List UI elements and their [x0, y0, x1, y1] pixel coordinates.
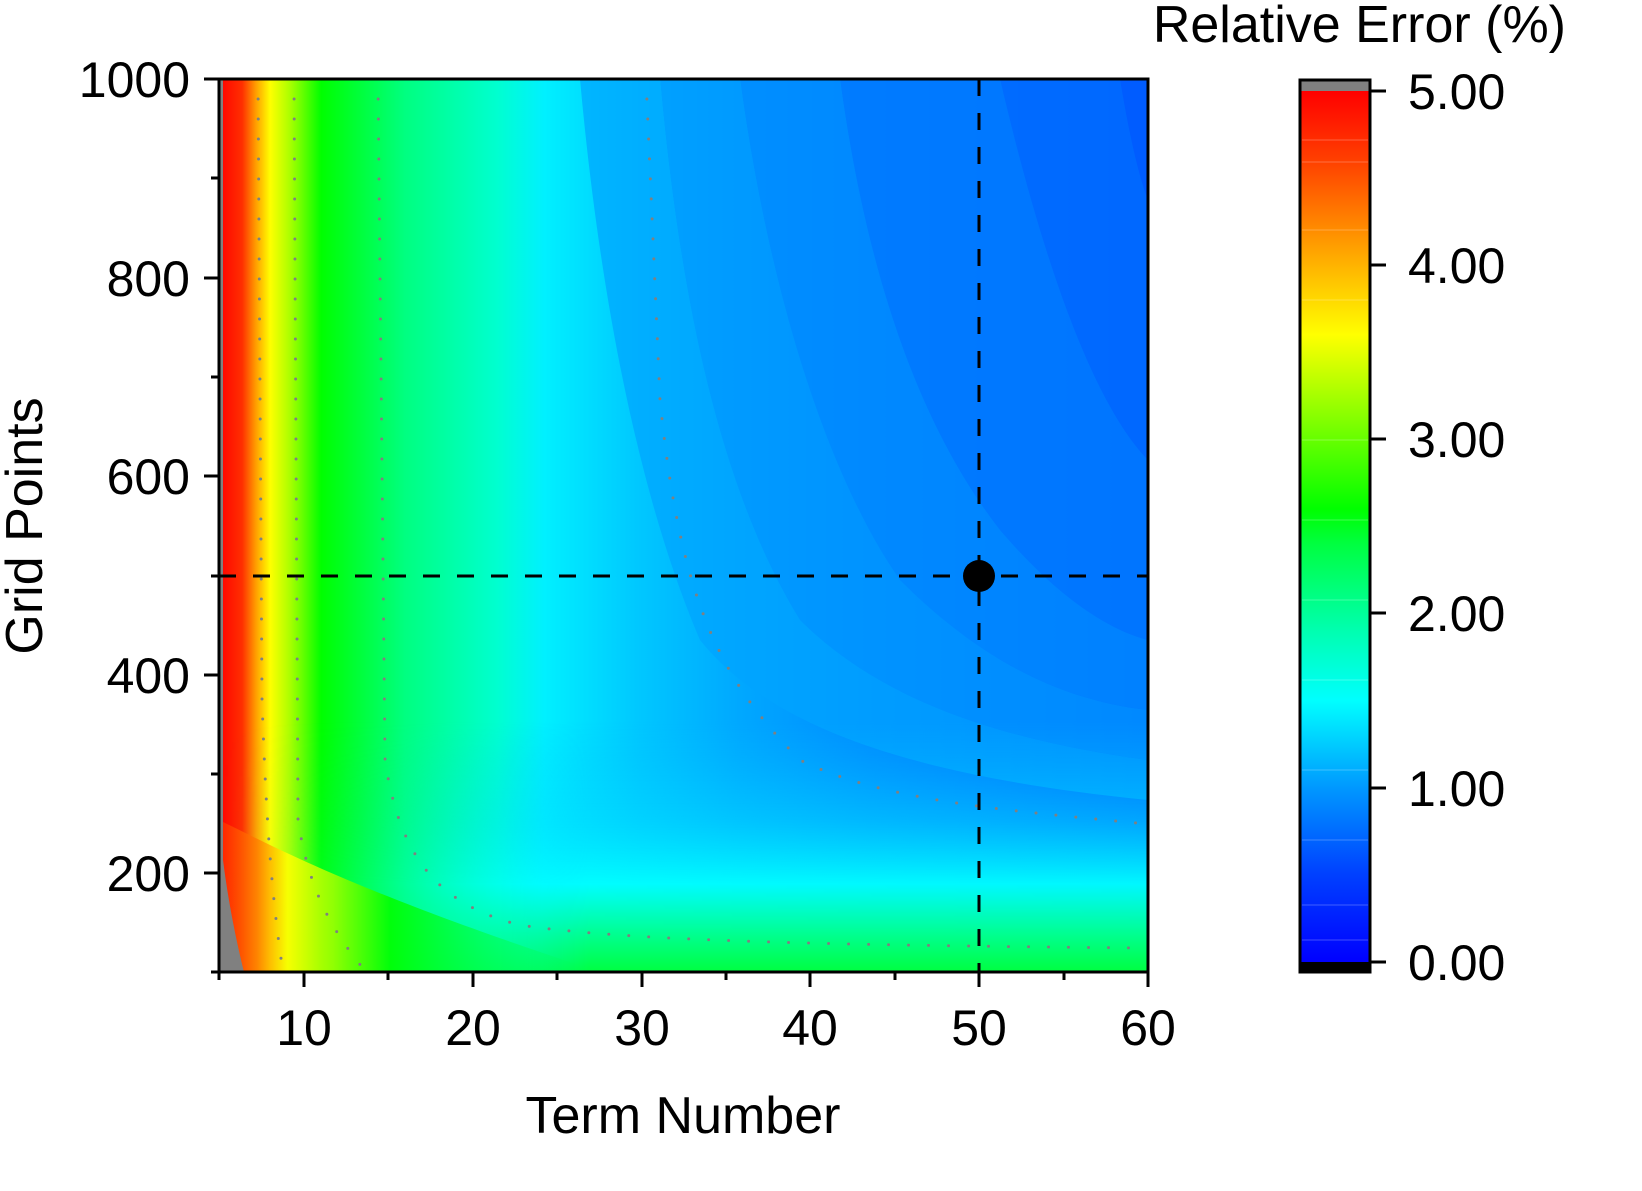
- y-tick-label: 600: [107, 449, 190, 505]
- x-axis-title: Term Number: [526, 1087, 841, 1145]
- heatmap-area: [219, 79, 1148, 972]
- colorbar-gradient: [1300, 91, 1370, 962]
- colorbar-under-swatch: [1300, 962, 1370, 972]
- x-tick-label: 50: [951, 1000, 1007, 1056]
- x-tick-label: 10: [276, 1000, 332, 1056]
- y-axis: [204, 77, 219, 974]
- colorbar-tick-label: 2.00: [1408, 586, 1505, 642]
- colorbar-frame: [1298, 78, 1372, 974]
- colorbar-tick-label: 3.00: [1408, 412, 1505, 468]
- selected-point-marker[interactable]: [963, 560, 995, 592]
- y-tick-label: 1000: [79, 52, 190, 108]
- colorbar-tick-label: 5.00: [1408, 64, 1505, 120]
- low-grid-left-band: [219, 820, 600, 972]
- plot-frame: [217, 77, 1150, 974]
- y-axis-title: Grid Points: [0, 397, 54, 654]
- colorbar-title: Relative Error (%): [1153, 0, 1566, 54]
- x-tick-label: 60: [1120, 1000, 1176, 1056]
- contour-band: [580, 79, 1148, 800]
- over-range-region: [219, 79, 244, 972]
- contour-band: [1120, 79, 1148, 200]
- contour-band: [840, 79, 1148, 640]
- colorbar-tick-label: 0.00: [1408, 935, 1505, 991]
- x-tick-label: 40: [782, 1000, 838, 1056]
- colorbar-tick-label: 1.00: [1408, 761, 1505, 817]
- y-tick-label: 200: [107, 846, 190, 902]
- y-tick-label: 400: [107, 648, 190, 704]
- y-tick-label: 800: [107, 251, 190, 307]
- colorbar: [1298, 78, 1386, 974]
- x-axis: [217, 972, 1150, 987]
- colorbar-tick-label: 4.00: [1408, 238, 1505, 294]
- x-tick-label: 20: [445, 1000, 501, 1056]
- contour-band: [740, 79, 1148, 710]
- x-tick-label: 30: [614, 1000, 670, 1056]
- contour-band: [660, 79, 1148, 760]
- colorbar-over-swatch: [1300, 80, 1370, 91]
- contour-band: [1000, 79, 1148, 460]
